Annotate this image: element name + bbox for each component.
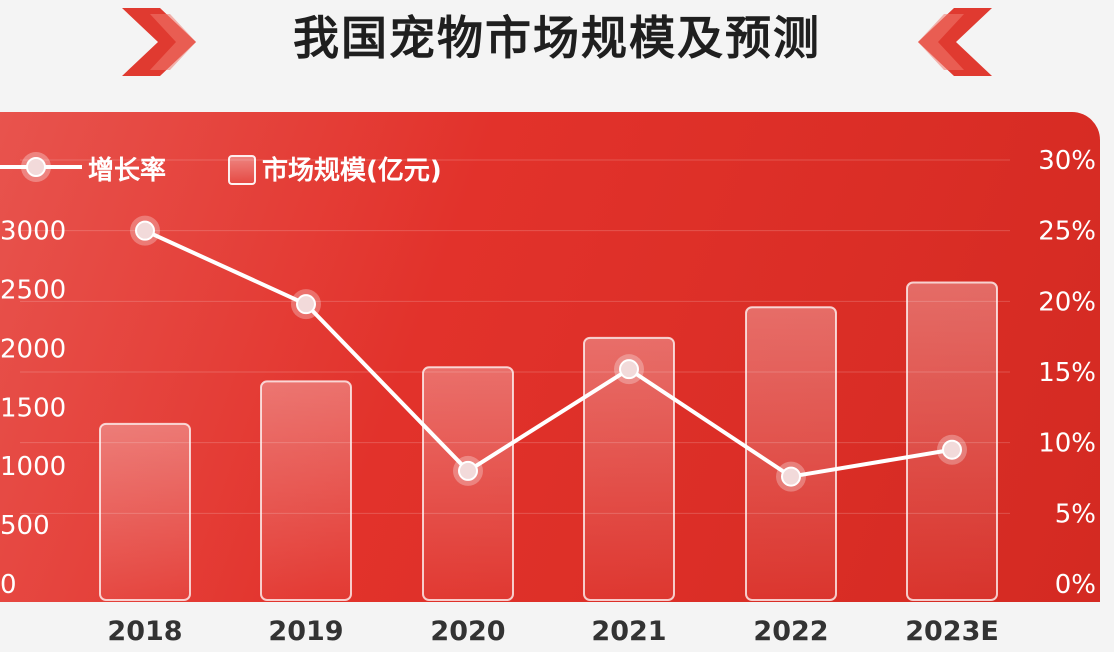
chevron-left-deco-icon	[918, 8, 992, 76]
x-tick-label: 2020	[430, 616, 505, 647]
growth-rate-point	[781, 466, 801, 487]
bar	[583, 336, 675, 601]
legend-bar-swatch	[228, 155, 256, 185]
legend-line-label: 增长率	[88, 156, 167, 186]
y-left-tick-label: 0	[0, 570, 17, 600]
chevron-right-deco-icon	[122, 8, 196, 76]
x-tick-label: 2023E	[905, 616, 999, 647]
legend-point-marker	[26, 157, 46, 177]
y-left-tick-label: 2000	[0, 334, 66, 364]
bar	[422, 366, 514, 601]
y-right-tick-label: 25%	[1038, 217, 1096, 247]
header-decor	[122, 8, 992, 76]
y-right-tick-label: 30%	[1038, 146, 1096, 176]
growth-rate-point	[619, 359, 639, 380]
growth-rate-point	[296, 294, 316, 315]
x-tick-label: 2022	[753, 616, 828, 647]
growth-rate-point	[458, 460, 478, 481]
y-left-tick-label: 2500	[0, 276, 66, 306]
y-right-tick-label: 5%	[1055, 499, 1096, 529]
x-tick-label: 2019	[268, 616, 343, 647]
bar	[745, 306, 837, 601]
bar	[260, 380, 352, 601]
x-tick-label: 2021	[591, 616, 666, 647]
chart-title: 我国宠物市场规模及预测	[293, 11, 821, 65]
y-right-tick-label: 15%	[1038, 358, 1096, 388]
growth-rate-point	[942, 439, 962, 460]
legend-bar-label: 市场规模(亿元)	[262, 156, 442, 186]
y-left-tick-label: 1500	[0, 393, 66, 423]
y-right-tick-label: 0%	[1055, 570, 1096, 600]
x-tick-label: 2018	[107, 616, 182, 647]
y-right-tick-label: 20%	[1038, 287, 1096, 317]
growth-rate-line	[144, 228, 953, 479]
growth-rate-point	[135, 220, 155, 241]
y-right-tick-label: 10%	[1038, 429, 1096, 459]
y-left-tick-label: 500	[0, 511, 50, 541]
header: 我国宠物市场规模及预测	[0, 0, 1114, 100]
y-left-tick-label: 1000	[0, 452, 66, 482]
y-left-tick-label: 3000	[0, 217, 66, 247]
bar	[99, 422, 191, 602]
